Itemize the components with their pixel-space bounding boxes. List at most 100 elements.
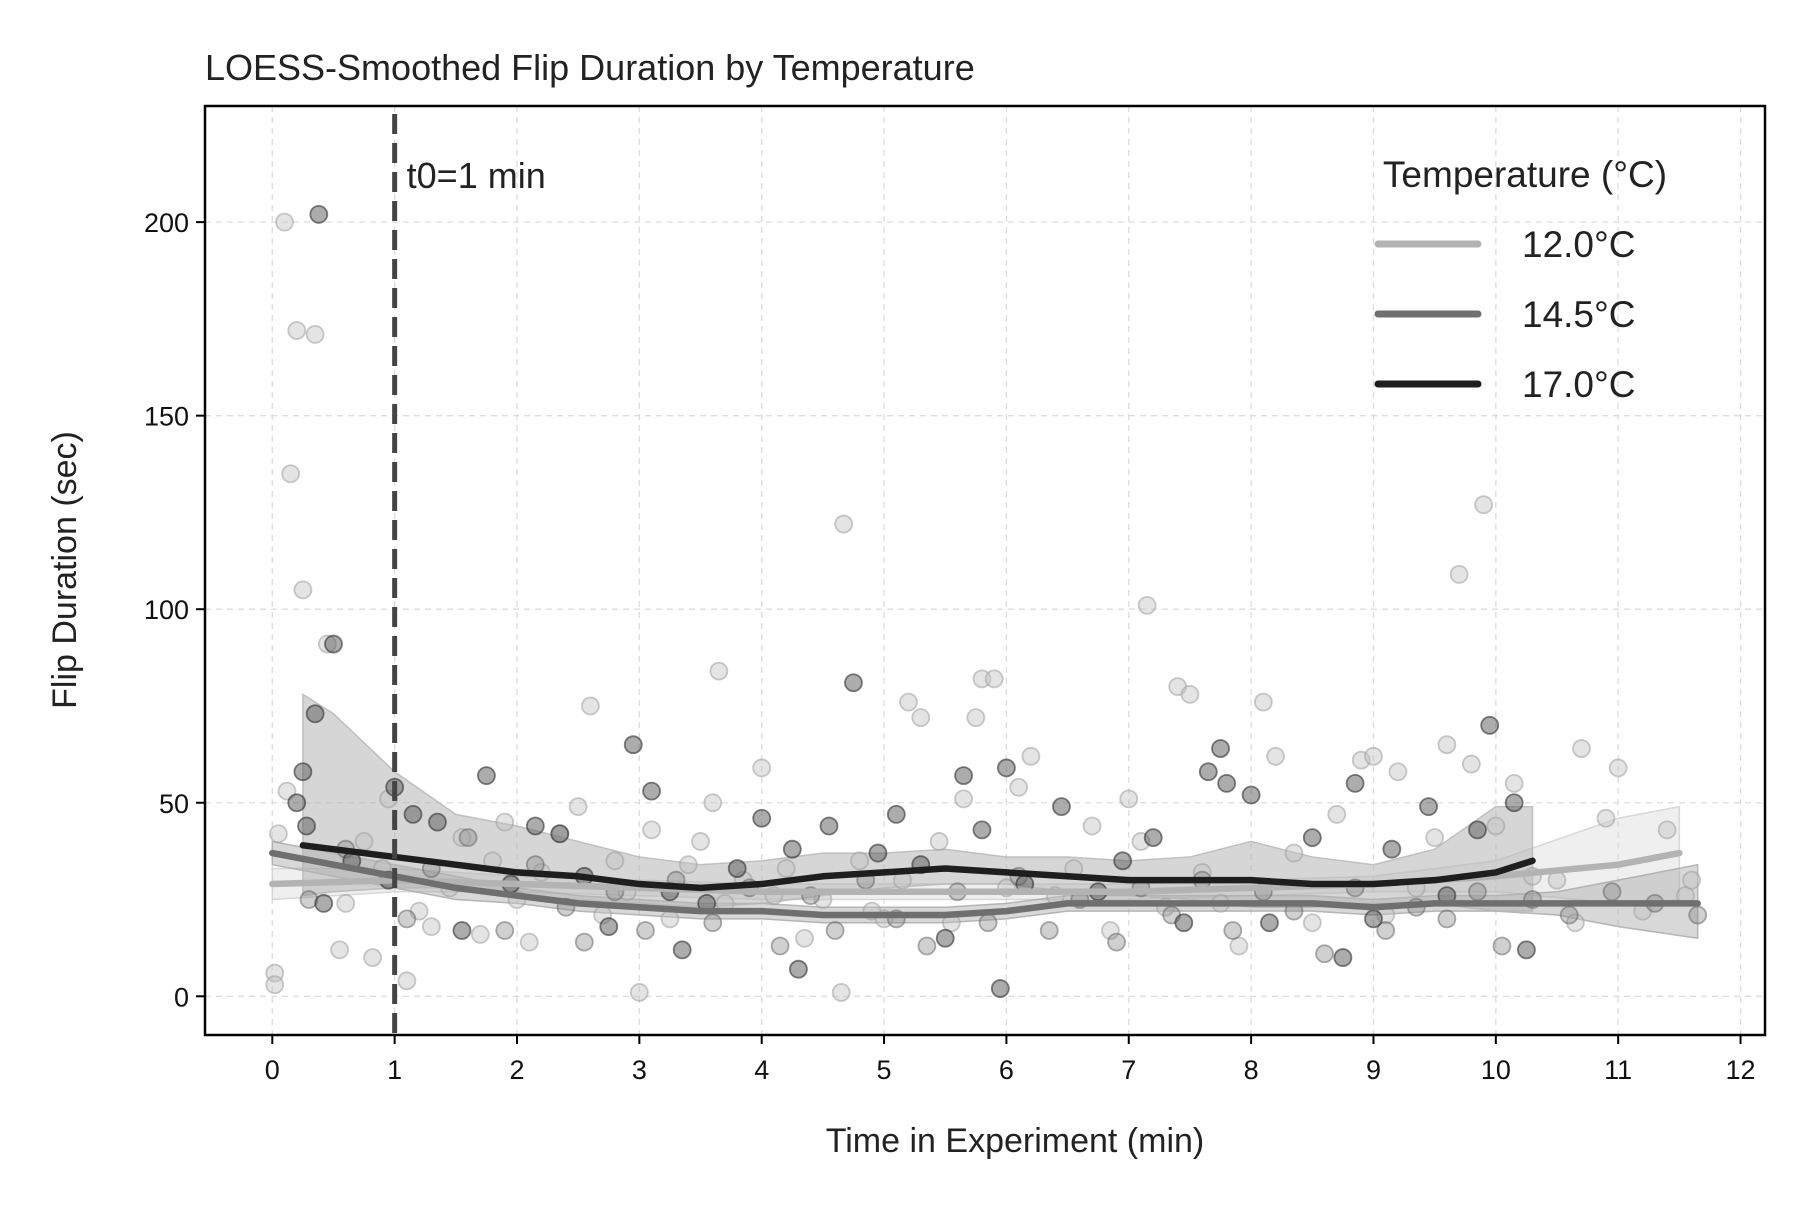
x-tick-label: 9 [1366, 1055, 1381, 1085]
data-point [1682, 870, 1701, 890]
data-point [287, 793, 307, 813]
data-point [1284, 843, 1304, 863]
data-point [495, 921, 515, 940]
data-point [1388, 762, 1408, 782]
plot-frame [203, 104, 1767, 1037]
x-axis-label: Time in Experiment (min) [826, 1122, 1204, 1160]
data-point [397, 909, 417, 929]
data-point [1082, 816, 1102, 836]
data-point [1504, 773, 1524, 793]
data-point [834, 514, 854, 534]
data-point [1437, 909, 1457, 929]
data-point [660, 909, 680, 929]
data-point [978, 913, 998, 933]
data-point [1211, 739, 1230, 758]
data-point [324, 634, 343, 654]
data-point [568, 797, 588, 817]
data-point [1608, 758, 1628, 778]
data-point [477, 766, 496, 786]
data-point [752, 808, 772, 828]
data-point [1052, 797, 1071, 817]
data-point [354, 832, 374, 851]
data-point [421, 917, 441, 937]
legend: Temperature (°C) 12.0°C 14.5°C 17.0°C [1374, 154, 1667, 405]
data-point [458, 828, 478, 847]
data-point [581, 696, 600, 716]
data-point [776, 859, 796, 878]
data-point [984, 669, 1004, 689]
data-point [1382, 839, 1402, 859]
loess-smooth-line [269, 849, 1701, 919]
data-point [336, 893, 356, 913]
data-point [1333, 948, 1353, 967]
data-point [844, 673, 863, 693]
data-point [1419, 797, 1438, 817]
data-point [1468, 820, 1487, 840]
data-point [305, 324, 325, 344]
band-layer [271, 693, 1699, 940]
data-point [642, 820, 661, 840]
chart-title: LOESS-Smoothed Flip Duration by Temperat… [205, 47, 975, 88]
data-point [727, 859, 747, 878]
data-point [1021, 746, 1041, 766]
confidence-band [302, 693, 1534, 912]
data-point [691, 832, 710, 851]
data-point [911, 708, 931, 727]
data-point [703, 793, 723, 813]
data-point [752, 758, 772, 778]
data-point [990, 979, 1010, 998]
data-point [1596, 808, 1616, 828]
data-point [1253, 692, 1273, 712]
data-point [1260, 913, 1279, 933]
data-point [519, 932, 539, 952]
data-point [305, 704, 325, 724]
data-point [1302, 828, 1322, 847]
data-point [1315, 944, 1334, 964]
data-point [1266, 746, 1285, 766]
data-point [831, 983, 851, 1002]
data-point [636, 921, 655, 940]
data-point [330, 940, 349, 960]
data-point [1119, 789, 1139, 809]
data-point [309, 204, 329, 224]
data-point [917, 936, 937, 956]
data-point [1602, 882, 1622, 902]
loess-smooth-line [269, 849, 1683, 896]
data-point [709, 661, 729, 681]
data-point [275, 212, 294, 232]
data-point [265, 975, 285, 995]
y-tick-label: 100 [144, 595, 189, 625]
data-point [495, 812, 515, 832]
data-point [297, 816, 316, 836]
data-point [1241, 785, 1261, 805]
x-tick-label: 11 [1604, 1055, 1632, 1085]
data-point [954, 789, 973, 809]
data-point [1217, 773, 1237, 793]
data-point [868, 843, 888, 863]
data-point [886, 804, 906, 824]
x-tick-label: 0 [265, 1055, 280, 1085]
data-point [678, 855, 698, 875]
y-tick-label: 200 [144, 208, 189, 238]
data-point [1461, 754, 1481, 774]
data-point [672, 940, 692, 960]
data-point [470, 924, 490, 944]
y-tick-label: 50 [159, 789, 189, 819]
data-point [269, 824, 288, 844]
x-tick-label: 7 [1121, 1055, 1136, 1085]
y-tick-label: 150 [144, 402, 189, 432]
data-point [929, 832, 949, 851]
data-point [972, 820, 992, 840]
data-point [1572, 739, 1591, 758]
x-tick-label: 6 [999, 1055, 1014, 1085]
data-point [1492, 936, 1512, 956]
data-point [314, 893, 334, 913]
data-point [452, 921, 472, 940]
data-point [1688, 905, 1708, 925]
point-layer [265, 204, 1708, 1002]
data-point [1198, 762, 1218, 782]
